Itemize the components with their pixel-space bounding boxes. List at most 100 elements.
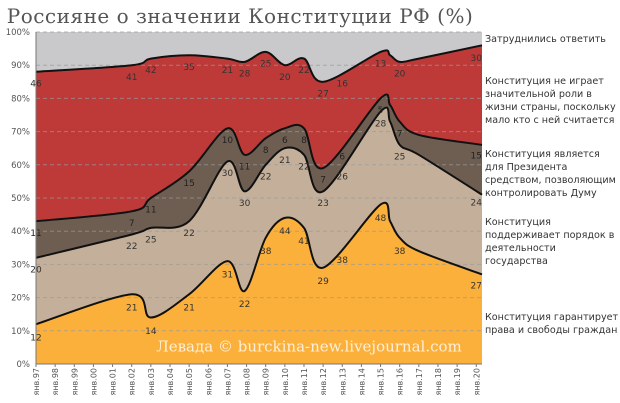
data-label: 10: [222, 136, 234, 146]
x-tick-label: янв.06: [204, 368, 213, 395]
data-label: 20: [30, 265, 42, 275]
legend-label-no-role: Конституция не играет значительной роли …: [485, 76, 616, 126]
data-label: 7: [129, 219, 135, 229]
data-label: 27: [317, 89, 328, 99]
data-label: 7: [320, 176, 326, 186]
y-tick-label: 70%: [11, 128, 30, 138]
data-label: 21: [183, 304, 194, 314]
data-label: 48: [375, 214, 387, 224]
data-label: 6: [282, 136, 288, 146]
data-label: 25: [394, 153, 405, 163]
data-label: 27: [471, 282, 482, 292]
x-tick-label: янв.09: [262, 368, 271, 395]
boundary-line-order: [35, 106, 483, 259]
y-tick-label: 50%: [11, 194, 30, 204]
x-tick-label: янв.13: [338, 368, 347, 395]
data-label: 12: [30, 333, 41, 343]
data-label: 22: [260, 172, 271, 182]
y-tick-label: 90%: [11, 61, 30, 71]
data-label: 22: [298, 66, 309, 76]
data-label: 38: [260, 247, 272, 257]
area-guarantee: [36, 202, 482, 364]
y-tick-label: 0%: [17, 360, 31, 370]
data-label: 28: [239, 70, 251, 80]
data-label: 11: [30, 229, 41, 239]
data-label: 41: [126, 73, 137, 83]
data-label: 41: [298, 237, 309, 247]
x-tick-label: янв.00: [89, 368, 98, 395]
x-tick-label: янв.03: [147, 368, 156, 395]
x-tick-label: янв.18: [434, 368, 443, 395]
data-label: 22: [239, 300, 250, 310]
legend-label-unknown: Затруднились ответить: [485, 34, 606, 45]
data-label: 21: [222, 66, 233, 76]
x-tick-label: янв.10: [281, 368, 290, 395]
x-tick-label: янв.16: [396, 368, 405, 395]
boundary-line-no-role: [35, 44, 483, 83]
x-tick-label: янв.01: [109, 368, 118, 395]
data-label: 38: [337, 256, 349, 266]
data-label: 42: [145, 66, 156, 76]
data-label: 28: [375, 119, 387, 129]
y-tick-label: 100%: [6, 28, 30, 38]
data-label: 8: [301, 136, 307, 146]
x-tick-label: янв.04: [166, 368, 175, 395]
data-label: 20: [394, 70, 406, 80]
chart-title: Россияне о значении Конституции РФ (%): [6, 4, 474, 28]
data-label: 15: [471, 152, 482, 162]
data-label: 46: [30, 79, 42, 89]
x-tick-label: янв.08: [243, 368, 252, 395]
data-label: 22: [183, 229, 194, 239]
data-label: 38: [394, 247, 406, 257]
x-tick-label: янв.19: [453, 368, 462, 395]
data-label: 7: [397, 129, 403, 139]
x-tick-label: янв.07: [223, 368, 232, 395]
y-tick-label: 60%: [11, 161, 30, 171]
data-label: 31: [222, 270, 233, 280]
data-label: 30: [222, 169, 234, 179]
x-tick-label: янв.97: [32, 368, 41, 395]
data-label: 44: [279, 227, 291, 237]
data-label: 35: [183, 63, 194, 73]
legend-label-order: Конституция поддерживает порядок в деяте…: [485, 217, 615, 267]
data-label: 15: [183, 179, 194, 189]
data-label: 11: [239, 162, 250, 172]
x-tick-label: янв.98: [51, 368, 60, 395]
data-label: 22: [298, 162, 309, 172]
x-tick-label: янв.14: [357, 368, 366, 395]
data-label: 5: [378, 106, 384, 116]
x-tick-label: янв.15: [377, 368, 386, 395]
data-label: 23: [317, 199, 328, 209]
watermark-text: Левада © burckina-new.livejournal.com: [156, 337, 462, 355]
y-tick-label: 40%: [11, 227, 30, 237]
boundary-line-guarantee: [35, 201, 483, 326]
data-label: 30: [471, 54, 483, 64]
data-label: 21: [279, 156, 290, 166]
boundary-line-tool: [35, 93, 483, 223]
y-tick-label: 20%: [11, 294, 30, 304]
data-label: 6: [339, 153, 345, 163]
data-label: 21: [126, 304, 137, 314]
data-label: 20: [279, 73, 291, 83]
x-tick-label: янв.05: [185, 368, 194, 395]
legend-label-tool: Конституция является для Президента сред…: [485, 149, 616, 199]
data-label: 13: [375, 60, 386, 70]
data-label: 25: [145, 236, 156, 246]
data-label: 25: [260, 60, 271, 70]
data-label: 26: [337, 172, 349, 182]
x-tick-label: янв.12: [319, 368, 328, 395]
legend-label-guarantee: Конституция гарантирует права и свободы …: [485, 312, 619, 336]
x-tick-label: янв.20: [472, 368, 481, 395]
data-label: 22: [126, 242, 137, 252]
data-label: 11: [145, 206, 156, 216]
y-tick-label: 80%: [11, 94, 30, 104]
data-label: 8: [263, 146, 269, 156]
y-tick-label: 30%: [11, 260, 30, 270]
data-label: 30: [239, 199, 251, 209]
x-tick-label: янв.11: [300, 368, 309, 395]
y-tick-label: 10%: [11, 327, 30, 337]
data-label: 29: [317, 277, 329, 287]
data-label: 14: [145, 327, 157, 337]
data-label: 24: [471, 199, 483, 209]
